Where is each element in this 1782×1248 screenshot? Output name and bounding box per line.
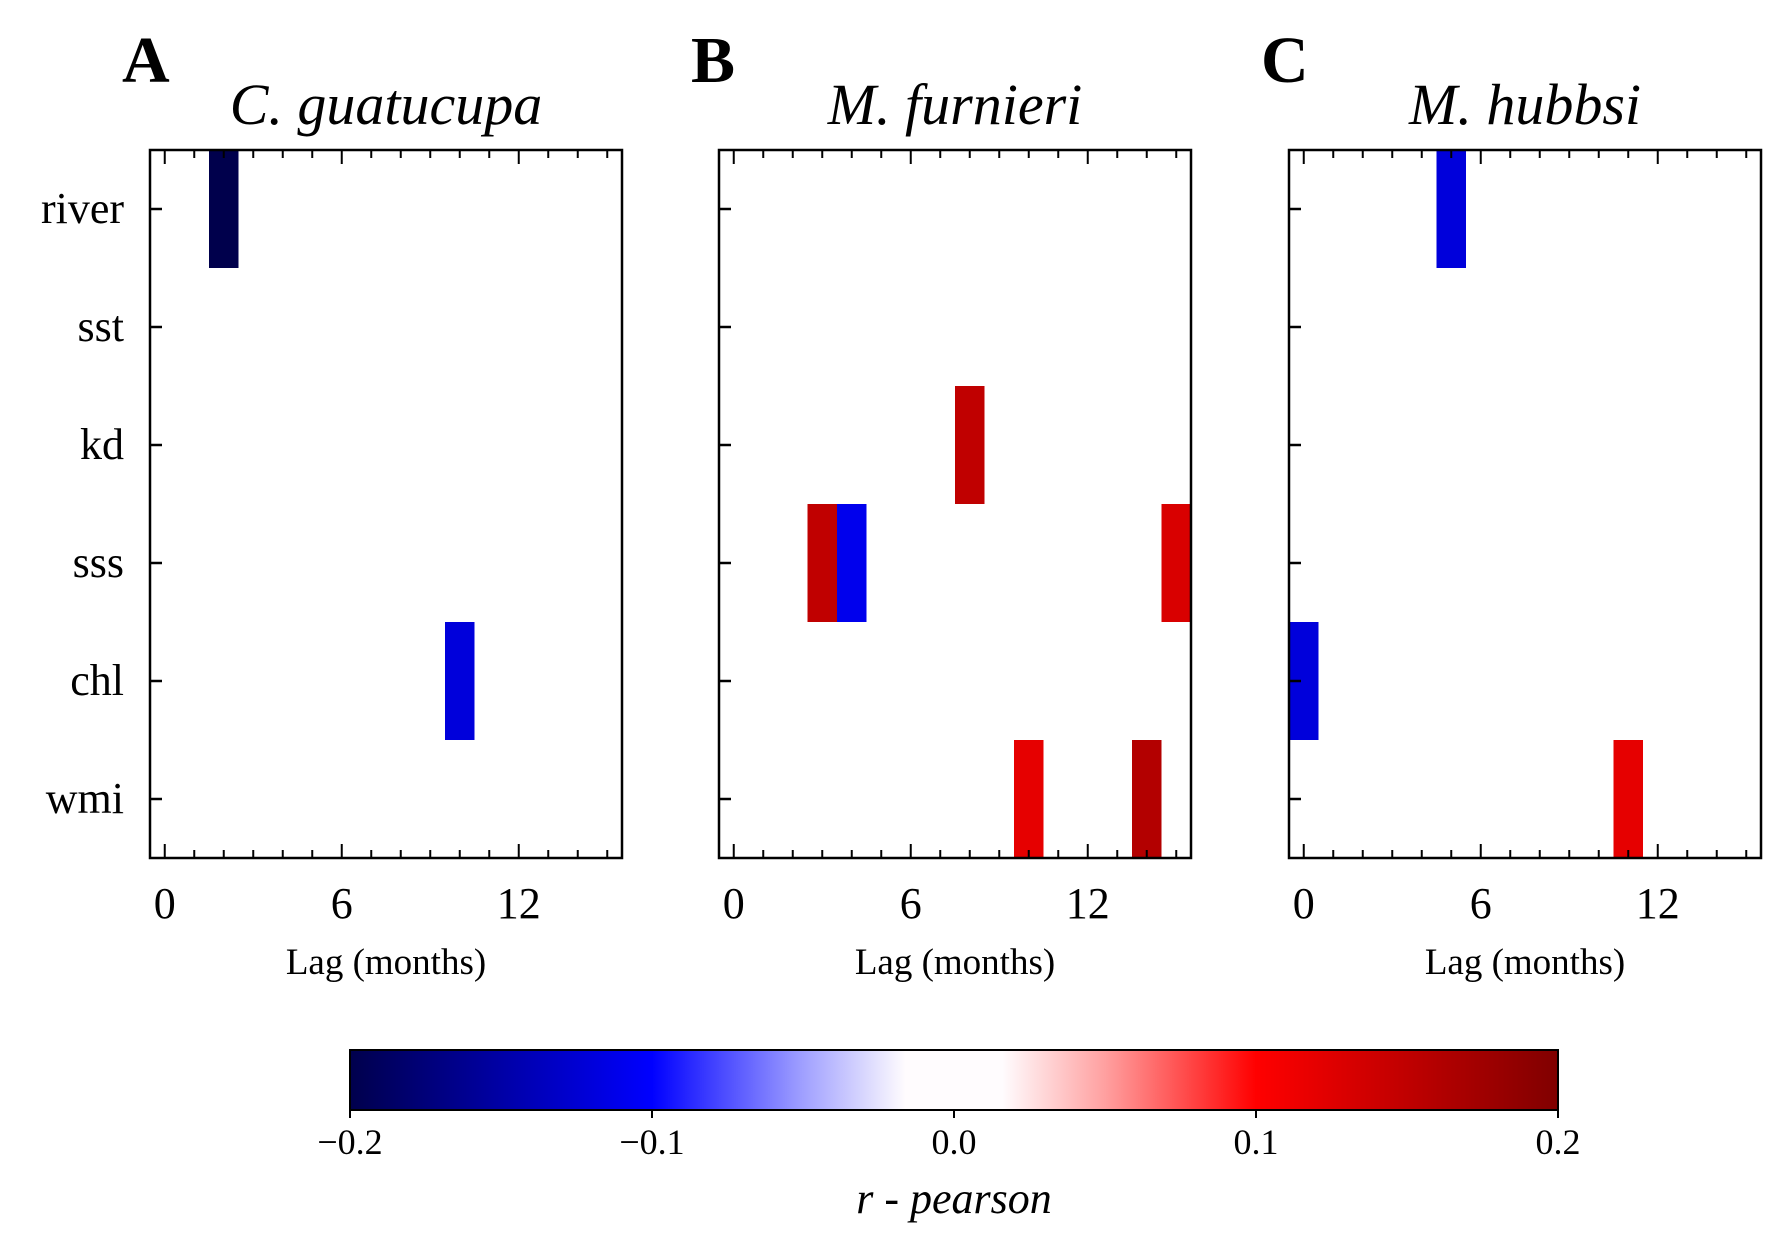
colorbar-tick-label: 0.1 bbox=[1234, 1122, 1279, 1162]
colorbar-ticks: −0.2 −0.1 0.0 0.1 0.2 bbox=[317, 1110, 1581, 1162]
colorbar-label: r - pearson bbox=[856, 1174, 1052, 1223]
x-tick-label: 0 bbox=[1293, 879, 1315, 928]
x-tick-label: 12 bbox=[1636, 879, 1680, 928]
x-tick-label: 6 bbox=[1470, 879, 1492, 928]
panel-title: C. guatucupa bbox=[230, 72, 543, 137]
x-axis-label: Lag (months) bbox=[286, 942, 486, 983]
heatmap-cell-river-lag-5 bbox=[1436, 150, 1466, 268]
heatmap-cell-wmi-lag-10 bbox=[1014, 740, 1044, 858]
plot-frame bbox=[148, 148, 624, 860]
x-tick-label: 12 bbox=[497, 879, 541, 928]
x-tick-label: 0 bbox=[154, 879, 176, 928]
y-tick-label: river bbox=[41, 184, 124, 233]
x-tick-label: 12 bbox=[1066, 879, 1110, 928]
panel-c: C M. hubbsi 0 6 12 Lag (months) bbox=[1261, 24, 1763, 983]
plot-frame bbox=[1287, 148, 1763, 860]
plot-frame bbox=[717, 148, 1193, 860]
heatmap-cell-wmi-lag-11 bbox=[1613, 740, 1643, 858]
x-axis-label: Lag (months) bbox=[855, 942, 1055, 983]
heatmap-cell-wmi-lag-14 bbox=[1132, 740, 1162, 858]
x-tick-label: 6 bbox=[331, 879, 353, 928]
panel-b: B M. furnieri 0 6 12 Lag (months) bbox=[691, 24, 1193, 983]
colorbar-tick-label: −0.2 bbox=[317, 1122, 382, 1162]
colorbar-tick-label: 0.0 bbox=[932, 1122, 977, 1162]
heatmap-cell-kd-lag-8 bbox=[955, 386, 985, 504]
panel-title: M. furnieri bbox=[827, 72, 1083, 137]
heatmap-cell-sss-lag-4 bbox=[837, 504, 867, 622]
panel-letter: C bbox=[1261, 24, 1309, 97]
panel-a: A C. guatucupa river sst kd sss chl wmi 0 6 12 Lag … bbox=[41, 24, 624, 983]
x-tick-label: 0 bbox=[723, 879, 745, 928]
panels: A C. guatucupa river sst kd sss chl wmi 0 6 12 Lag … bbox=[41, 24, 1763, 983]
heatmap-cell-chl-lag-10 bbox=[445, 622, 475, 740]
y-tick-label: sss bbox=[73, 538, 124, 587]
panel-title: M. hubbsi bbox=[1408, 72, 1641, 137]
colorbar-tick-label: 0.2 bbox=[1536, 1122, 1581, 1162]
heatmap-cell-sss-lag-15 bbox=[1161, 504, 1191, 622]
colorbar-gradient bbox=[349, 1049, 1559, 1111]
heatmap-cell-sss-lag-3 bbox=[807, 504, 837, 622]
panel-letter: A bbox=[122, 24, 170, 97]
x-tick-label: 6 bbox=[900, 879, 922, 928]
x-axis-label: Lag (months) bbox=[1425, 942, 1625, 983]
heatmap-cell-river-lag-2 bbox=[209, 150, 239, 268]
panel-letter: B bbox=[691, 24, 735, 97]
y-tick-label: sst bbox=[78, 302, 124, 351]
y-tick-label: wmi bbox=[46, 774, 124, 823]
y-tick-label: chl bbox=[70, 656, 124, 705]
colorbar: −0.2 −0.1 0.0 0.1 0.2 r - pearson bbox=[317, 1049, 1581, 1223]
colorbar-tick-label: −0.1 bbox=[619, 1122, 684, 1162]
y-tick-label: kd bbox=[80, 420, 124, 469]
